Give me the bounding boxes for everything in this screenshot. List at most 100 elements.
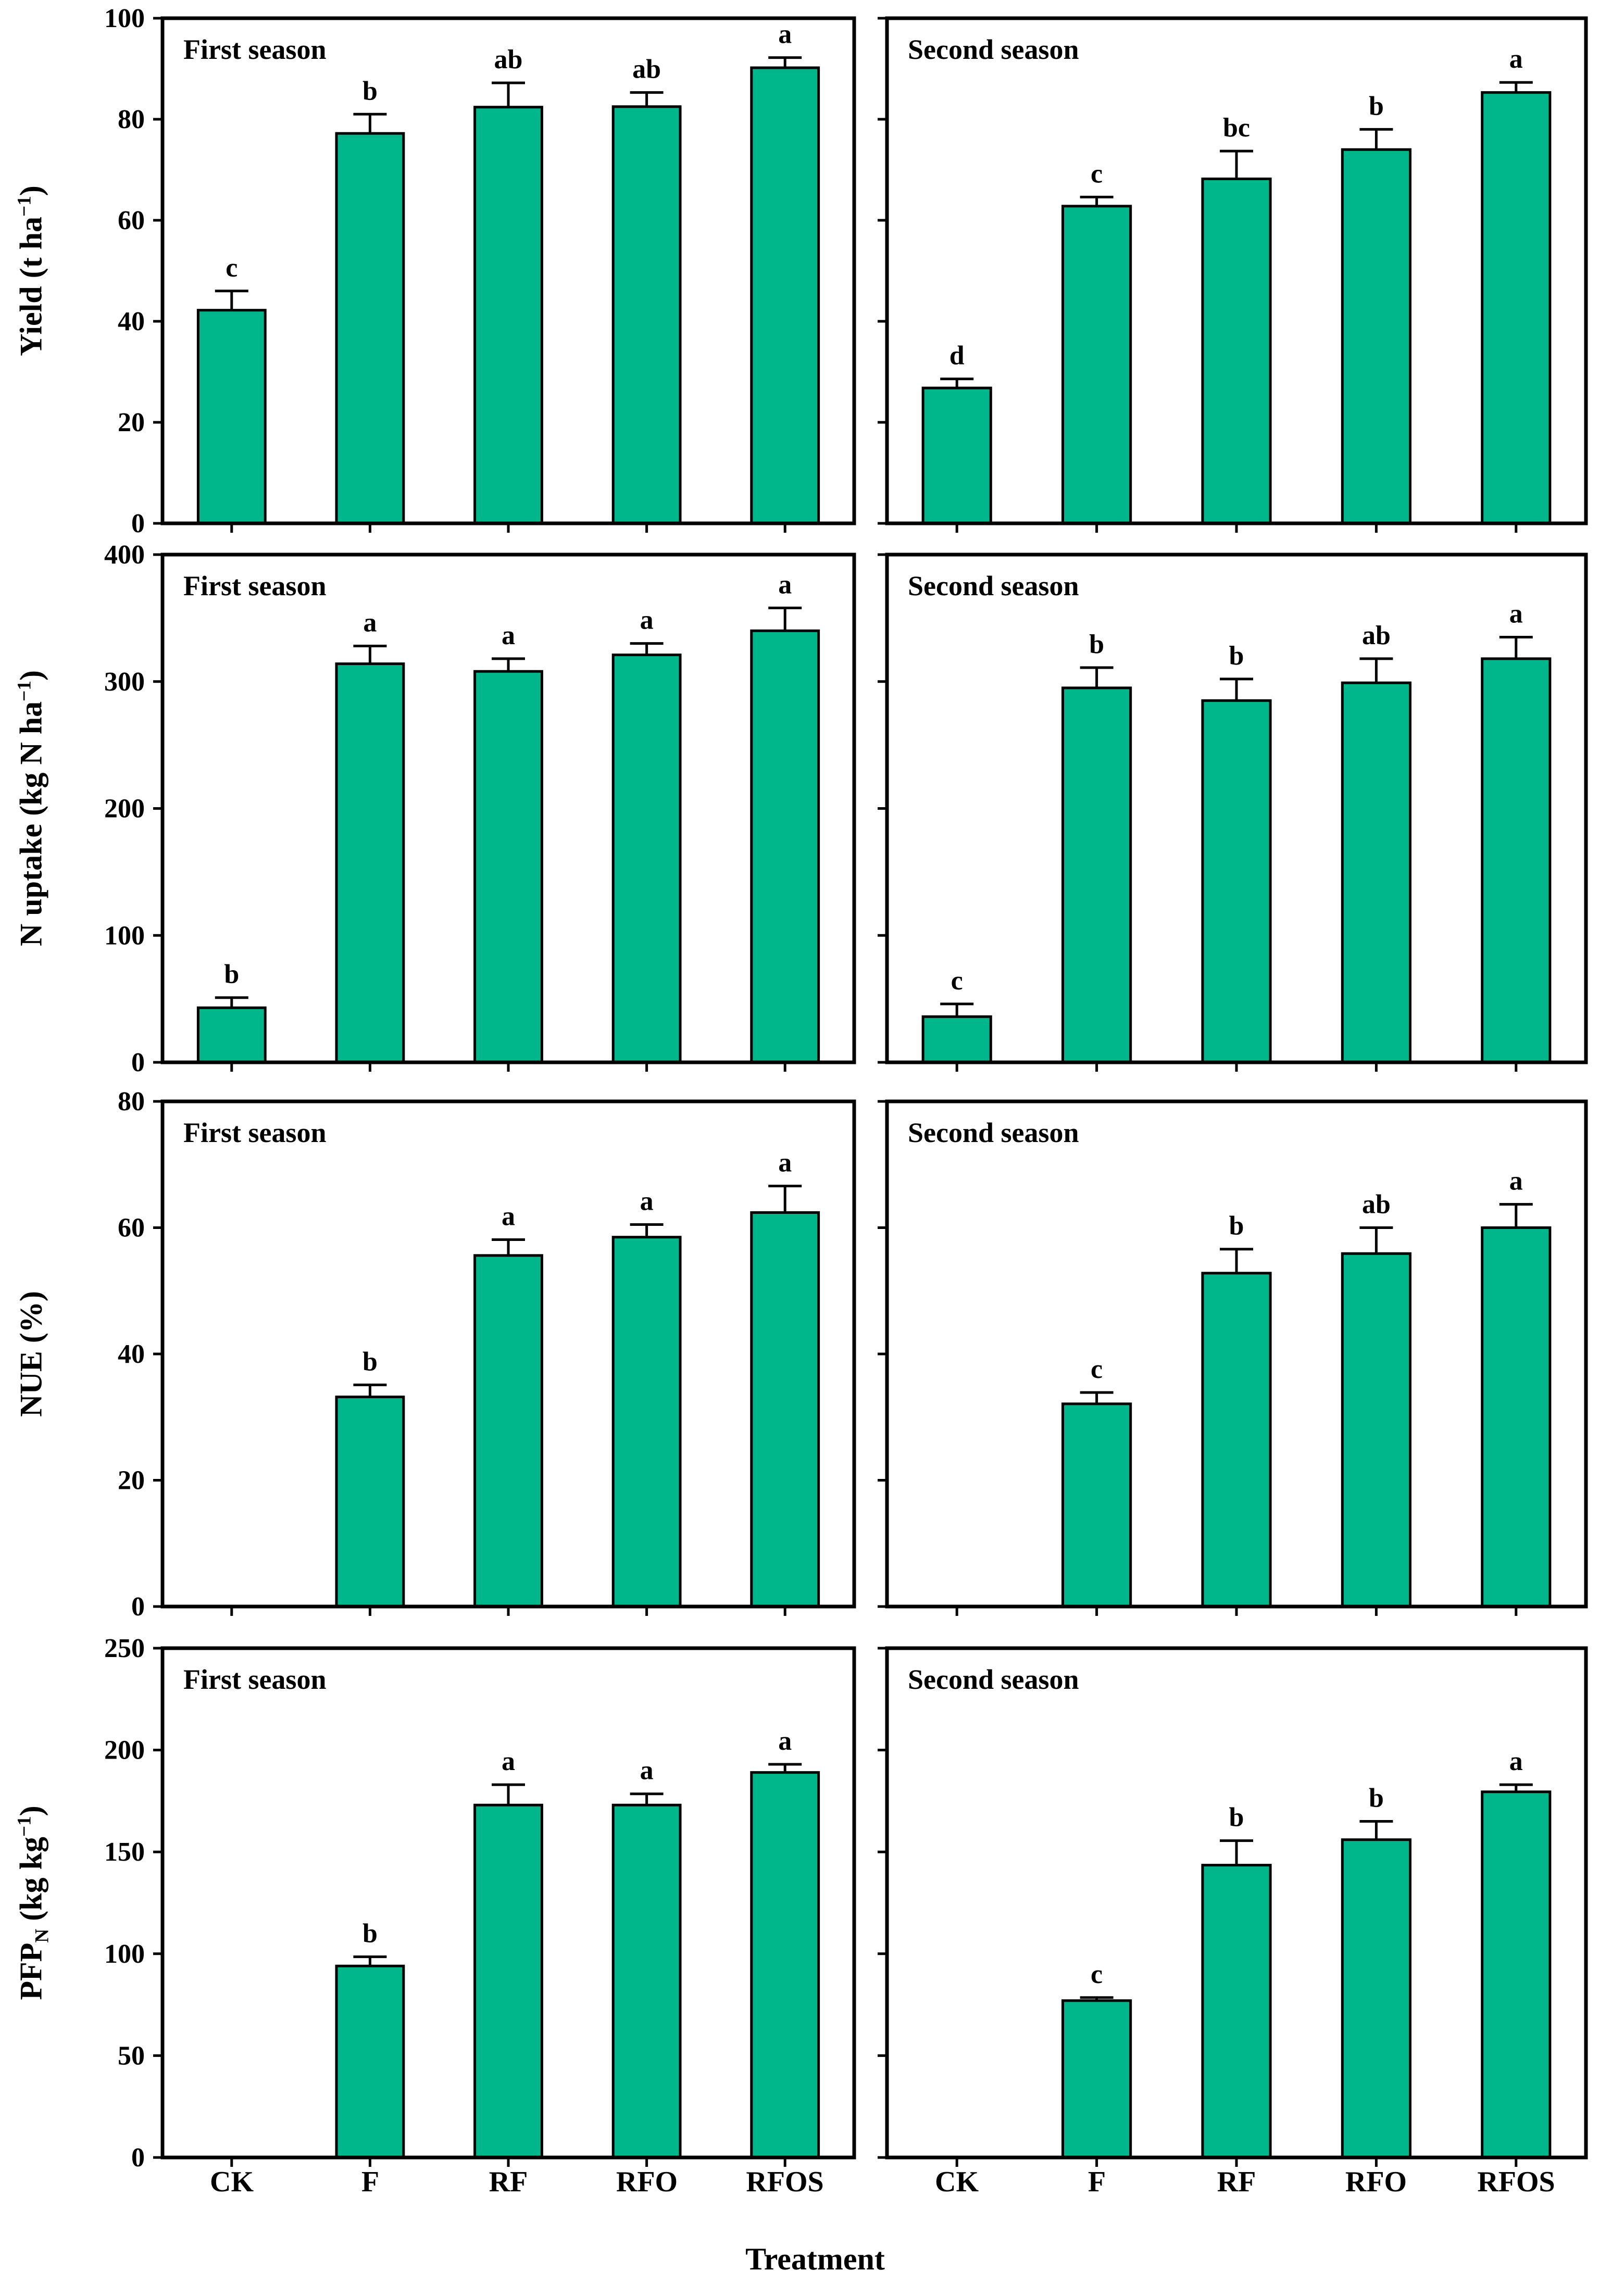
- sig-letter: ab: [1362, 1190, 1391, 1220]
- sig-letter: ab: [1362, 621, 1391, 650]
- y-tick-label: 400: [104, 540, 145, 570]
- x-tick-label-rf-right: RF: [1217, 2166, 1256, 2198]
- sig-letter: a: [778, 20, 792, 49]
- bar-CK: [196, 309, 267, 525]
- y-tick-label: 250: [104, 1634, 145, 1663]
- sig-letter: d: [949, 341, 965, 371]
- panel-frame: [885, 1099, 1588, 1609]
- panel-1-1: c b b ab a: [878, 553, 1588, 1072]
- bar-RF: [1201, 699, 1272, 1064]
- sig-letter: a: [363, 608, 377, 638]
- panel-label-nue-first: First season: [183, 1117, 327, 1148]
- panel-label-uptake-first: First season: [183, 570, 327, 601]
- panel-3-0: b a a a 0 50 100 150 200 250: [104, 1634, 856, 2173]
- panel-3-1: c b b a: [878, 1646, 1588, 2167]
- y-axis-title-pfpn: PFPN (kg kg−1): [14, 1805, 53, 2000]
- x-tick-label-rfo-left: RFO: [616, 2166, 678, 2198]
- bar-RF: [1201, 1864, 1272, 2159]
- y-axis-title-text: NUE (%): [14, 1291, 48, 1417]
- panel-0-0: c b ab ab a 0 20 40 60 80 100: [104, 4, 856, 538]
- bar-F: [1061, 1999, 1132, 2159]
- sig-letter: ab: [632, 55, 661, 84]
- y-axis-title-text: ): [14, 670, 48, 681]
- sig-letter: a: [778, 1726, 792, 1756]
- bar-RF: [473, 1803, 543, 2159]
- sig-letter: a: [502, 621, 515, 650]
- x-tick-label-f-left: F: [361, 2166, 380, 2198]
- bar-RFOS: [1481, 1226, 1552, 1608]
- panel-2-0: b a a a 0 20 40 60 80: [118, 1087, 856, 1622]
- sig-letter: a: [778, 1148, 792, 1177]
- bar-RF: [473, 1254, 543, 1608]
- sig-letter: ab: [494, 45, 523, 74]
- bar-RFOS: [750, 66, 820, 525]
- sig-letter: a: [640, 1186, 654, 1216]
- y-tick-label: 40: [118, 1339, 145, 1369]
- sig-letter: a: [640, 606, 654, 635]
- bar-CK: [921, 1015, 992, 1064]
- bar-F: [335, 1395, 405, 1608]
- bar-F: [335, 1964, 405, 2159]
- sig-letter: a: [1509, 1166, 1523, 1196]
- bar-RFOS: [1481, 1790, 1552, 2159]
- sig-letter: bc: [1223, 113, 1250, 143]
- panel-label-nue-second: Second season: [908, 1117, 1079, 1148]
- bar-F: [1061, 205, 1132, 525]
- sig-letter: a: [502, 1747, 515, 1776]
- y-tick-label: 20: [118, 408, 145, 437]
- panel-2-1: c b ab a: [878, 1099, 1588, 1616]
- bar-RFO: [1341, 1838, 1411, 2159]
- sig-letter: b: [1229, 641, 1244, 671]
- bar-RFO: [611, 1236, 682, 1608]
- bar-RF: [473, 106, 543, 525]
- y-tick-label: 0: [131, 509, 145, 538]
- panel-label-yield-first: First season: [183, 34, 327, 65]
- sig-letter: a: [1509, 599, 1523, 629]
- y-tick-label: 150: [104, 1837, 145, 1867]
- sig-letter: b: [1089, 630, 1104, 659]
- sig-letter: c: [1091, 1354, 1103, 1384]
- y-tick-label: 0: [131, 1592, 145, 1622]
- y-tick-label: 80: [118, 1087, 145, 1116]
- sig-letter: c: [1091, 1960, 1103, 1989]
- y-tick-label: 60: [118, 206, 145, 235]
- bar-F: [335, 132, 405, 525]
- bar-RFO: [611, 105, 682, 525]
- sig-letter: b: [363, 1919, 378, 1949]
- y-axis-title-text: (kg kg: [14, 1837, 48, 1929]
- y-tick-label: 20: [118, 1466, 145, 1496]
- panel-frame: [160, 1646, 856, 2160]
- y-axis-title-superscript: −1: [14, 681, 35, 701]
- sig-letter: a: [502, 1202, 515, 1232]
- panel-frame: [885, 553, 1588, 1064]
- sig-letter: c: [951, 966, 963, 996]
- bar-RFOS: [1481, 91, 1552, 525]
- y-axis-title-superscript: −1: [14, 196, 35, 217]
- panel-label-pfpn-second: Second season: [908, 1664, 1079, 1695]
- panel-0-1: d c bc b a: [878, 16, 1588, 533]
- panel-frame: [885, 1646, 1588, 2160]
- x-tick-label-rf-left: RF: [489, 2166, 528, 2198]
- y-axis-title-text: N uptake (kg N ha: [14, 701, 48, 946]
- panel-label-uptake-second: Second season: [908, 570, 1079, 601]
- y-tick-label: 300: [104, 667, 145, 697]
- y-axis-title-text: Yield (t ha: [14, 217, 48, 356]
- sig-letter: b: [224, 960, 239, 989]
- bar-RFO: [1341, 681, 1411, 1064]
- y-axis-title-text: PFP: [14, 1942, 48, 2000]
- y-axis-title-yield: Yield (t ha−1): [14, 185, 52, 356]
- x-tick-label-rfos-left: RFOS: [746, 2166, 824, 2198]
- y-tick-label: 0: [131, 2143, 145, 2173]
- bar-RFOS: [1481, 657, 1552, 1064]
- x-tick-label-ck-left: CK: [210, 2166, 254, 2198]
- x-tick-label-rfos-right: RFOS: [1477, 2166, 1555, 2198]
- bar-RFO: [611, 654, 682, 1064]
- bar-RFOS: [750, 629, 820, 1064]
- bar-F: [1061, 1402, 1132, 1608]
- sig-letter: b: [1229, 1803, 1244, 1833]
- sig-letter: b: [363, 76, 378, 106]
- x-axis-title: Treatment: [745, 2242, 885, 2276]
- panel-1-0: b a a a a 0 100 200 300 400: [104, 540, 856, 1077]
- y-tick-label: 100: [104, 1939, 145, 1969]
